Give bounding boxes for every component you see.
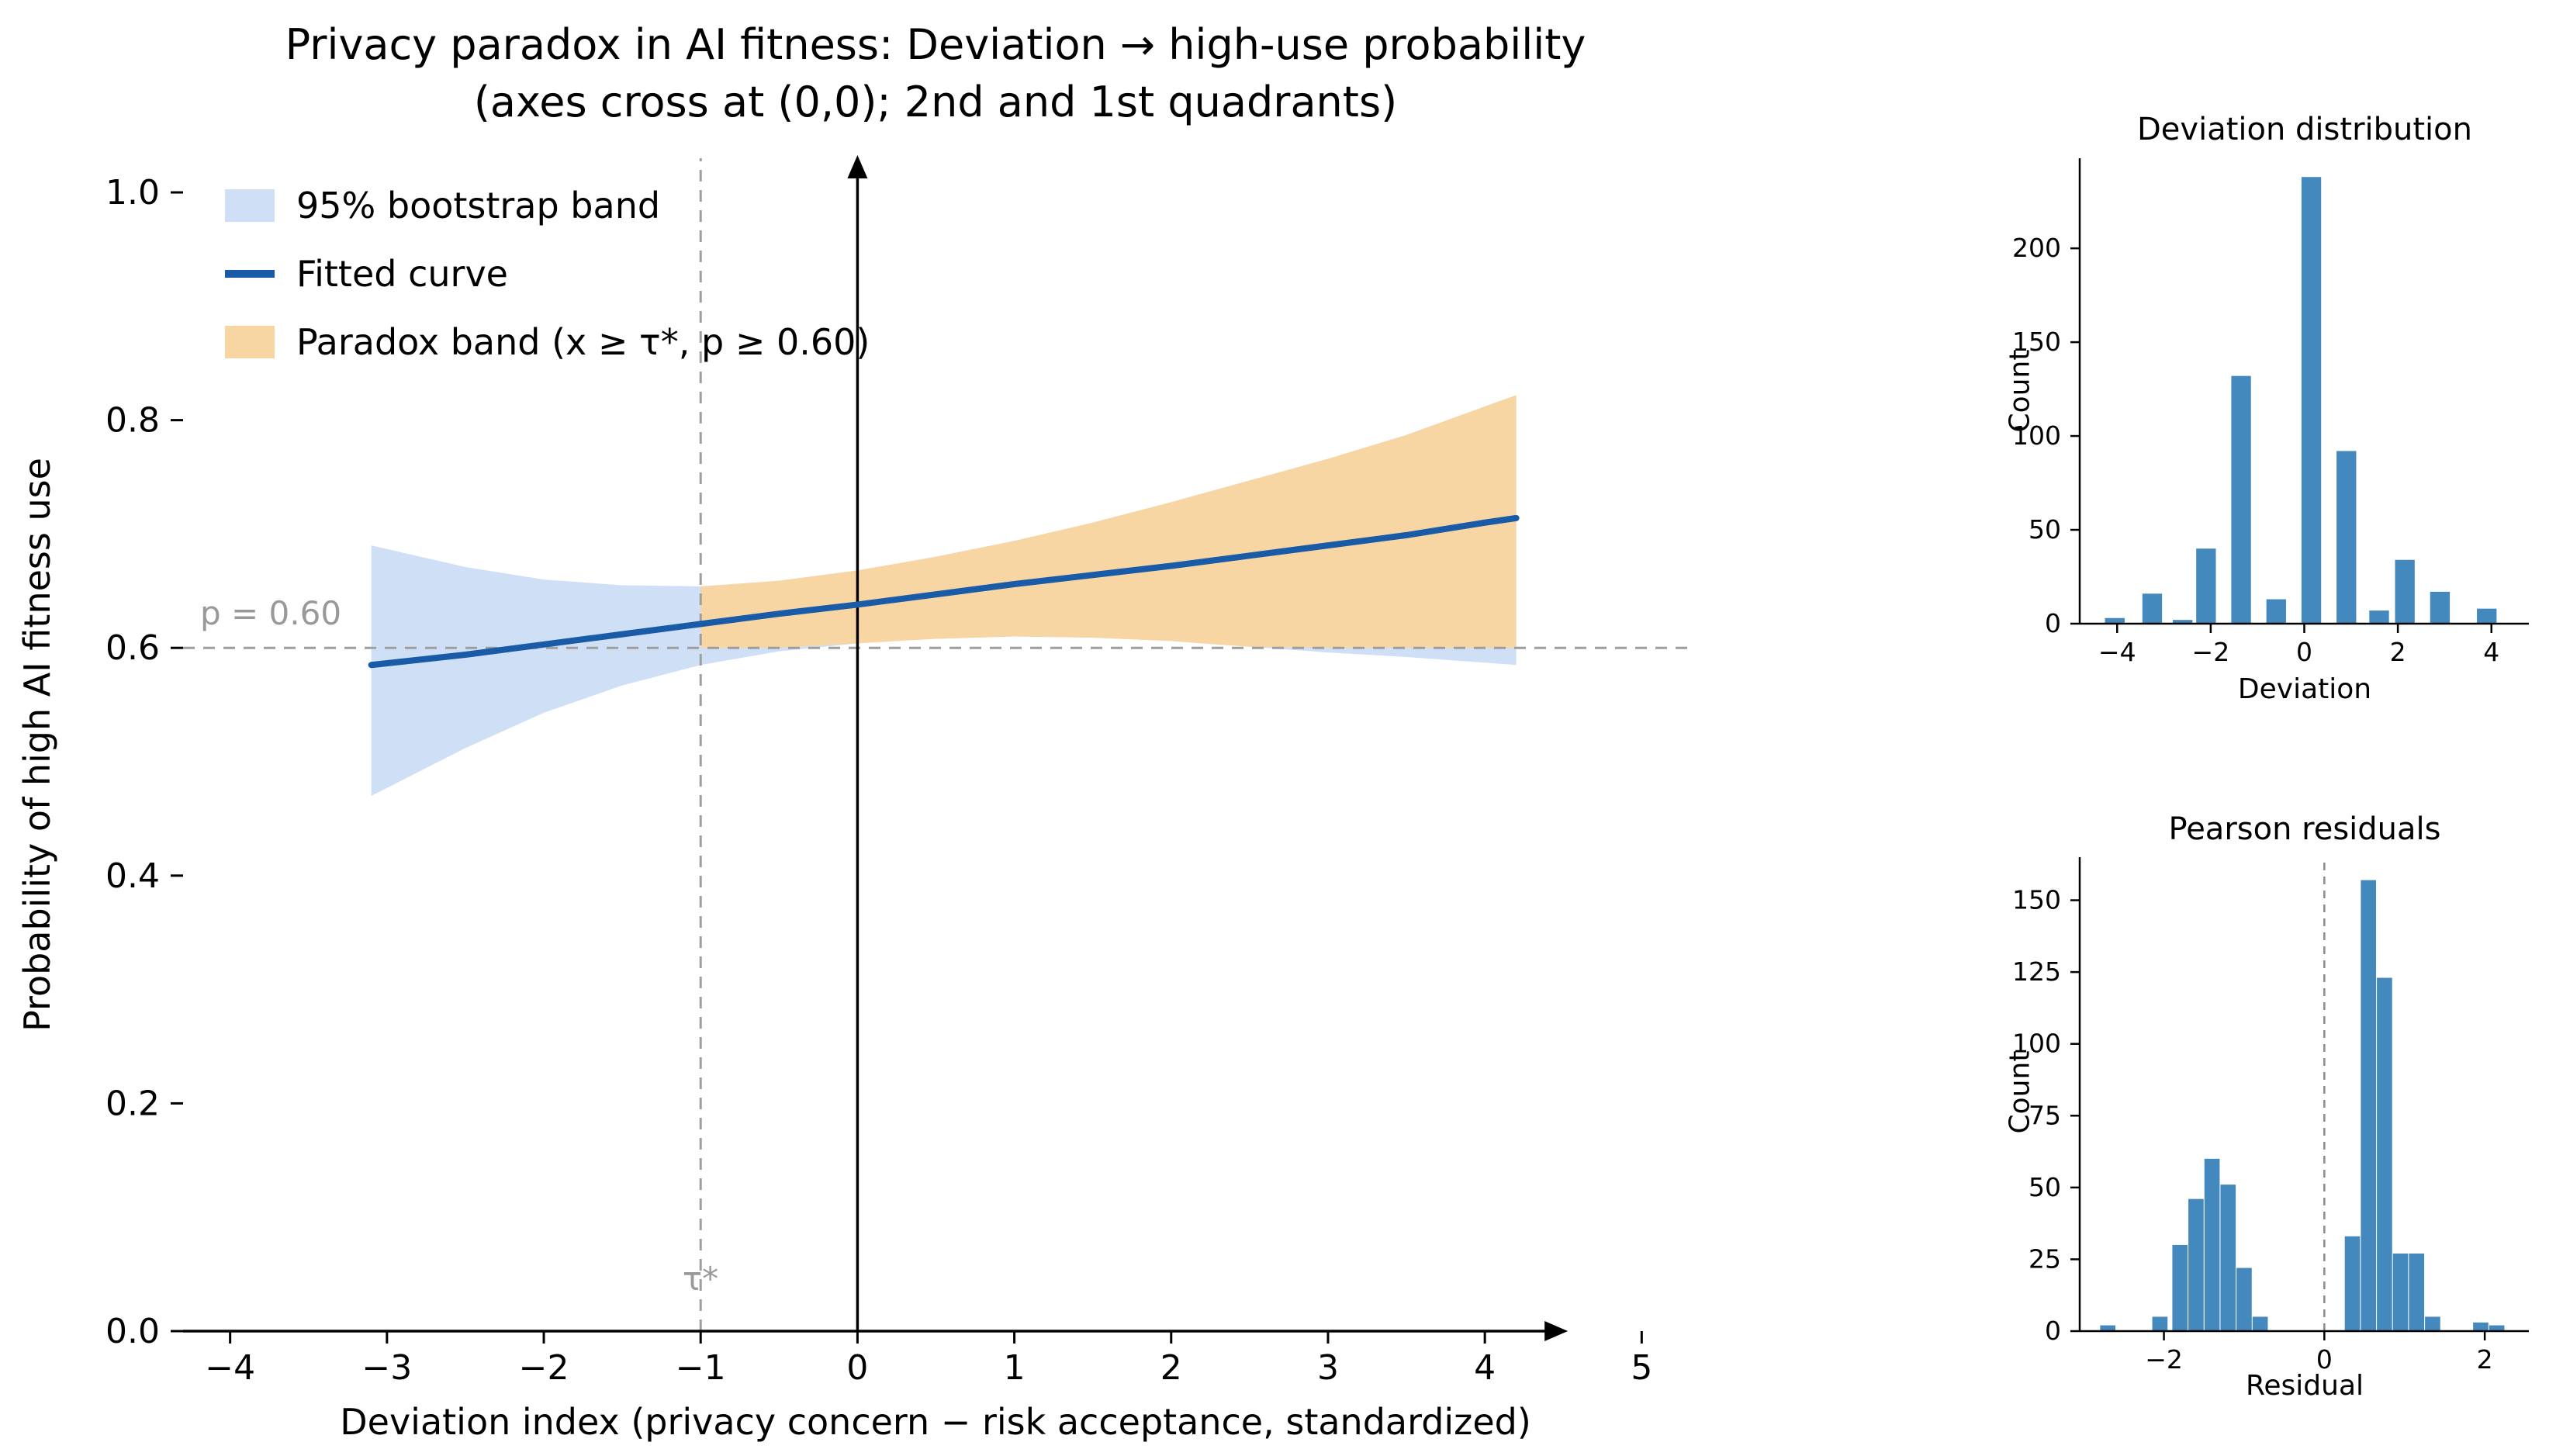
svg-text:5: 5 [1631,1348,1652,1388]
legend: 95% bootstrap band Fitted curve Paradox … [225,183,870,365]
svg-text:100: 100 [2012,420,2061,451]
svg-text:1.0: 1.0 [105,173,160,213]
svg-text:125: 125 [2012,956,2061,987]
svg-text:−2: −2 [519,1348,569,1388]
main-chart-title: Privacy paradox in AI fitness: Deviation… [285,20,1586,69]
svg-text:−4: −4 [205,1348,255,1388]
svg-text:75: 75 [2029,1100,2061,1130]
svg-text:−1: −1 [676,1348,726,1388]
deviation-hist-y-axis-label: Count [2004,349,2036,433]
svg-text:4: 4 [1474,1348,1496,1388]
legend-item-paradox-band: Paradox band (x ≥ τ*, p ≥ 0.60) [225,320,870,365]
svg-text:4: 4 [2483,637,2499,667]
svg-text:50: 50 [2029,514,2061,545]
svg-text:0: 0 [2045,608,2061,638]
svg-text:−2: −2 [2145,1344,2183,1375]
svg-text:0: 0 [2316,1344,2333,1375]
svg-text:2: 2 [2390,637,2406,667]
main-x-axis-label: Deviation index (privacy concern − risk … [340,1401,1531,1443]
deviation-hist-title: Deviation distribution [2137,112,2472,147]
svg-text:200: 200 [2012,233,2061,263]
main-y-axis-label: Probability of high AI fitness use [16,458,58,1032]
svg-text:2: 2 [2477,1344,2493,1375]
svg-text:25: 25 [2029,1243,2061,1274]
residuals-hist-y-axis-label: Count [2004,1050,2036,1134]
main-chart-subtitle: (axes cross at (0,0); 2nd and 1st quadra… [473,78,1398,126]
svg-text:−4: −4 [2098,637,2136,667]
legend-label-paradox-band: Paradox band (x ≥ τ*, p ≥ 0.60) [296,321,870,363]
svg-text:150: 150 [2012,885,2061,915]
bootstrap-band-swatch [225,189,275,222]
svg-text:150: 150 [2012,327,2061,357]
legend-label-bootstrap-band: 95% bootstrap band [296,185,661,227]
svg-text:−3: −3 [361,1348,412,1388]
svg-text:100: 100 [2012,1029,2061,1059]
fitted-curve-swatch [225,270,275,278]
svg-text:3: 3 [1317,1348,1339,1388]
svg-text:50: 50 [2029,1172,2061,1202]
residuals-hist-x-axis-label: Residual [2245,1370,2364,1402]
svg-text:0.6: 0.6 [105,628,160,668]
legend-label-fitted-curve: Fitted curve [296,253,508,295]
svg-text:0.4: 0.4 [105,856,160,896]
deviation-hist-x-axis-label: Deviation [2237,673,2372,705]
svg-text:0.0: 0.0 [105,1312,160,1351]
svg-text:1: 1 [1004,1348,1026,1388]
svg-text:2: 2 [1160,1348,1182,1388]
paradox-band-swatch [225,326,275,358]
p-threshold-annotation: p = 0.60 [200,594,342,632]
residuals-hist-title: Pearson residuals [2168,811,2441,847]
svg-text:0: 0 [2045,1316,2061,1346]
tau-threshold-annotation: τ* [682,1260,719,1298]
svg-text:0.8: 0.8 [105,401,160,441]
svg-text:−2: −2 [2192,637,2230,667]
svg-text:0: 0 [2296,637,2312,667]
svg-text:0: 0 [846,1348,868,1388]
svg-text:0.2: 0.2 [105,1084,160,1123]
legend-item-bootstrap-band: 95% bootstrap band [225,183,870,228]
legend-item-fitted-curve: Fitted curve [225,251,870,296]
